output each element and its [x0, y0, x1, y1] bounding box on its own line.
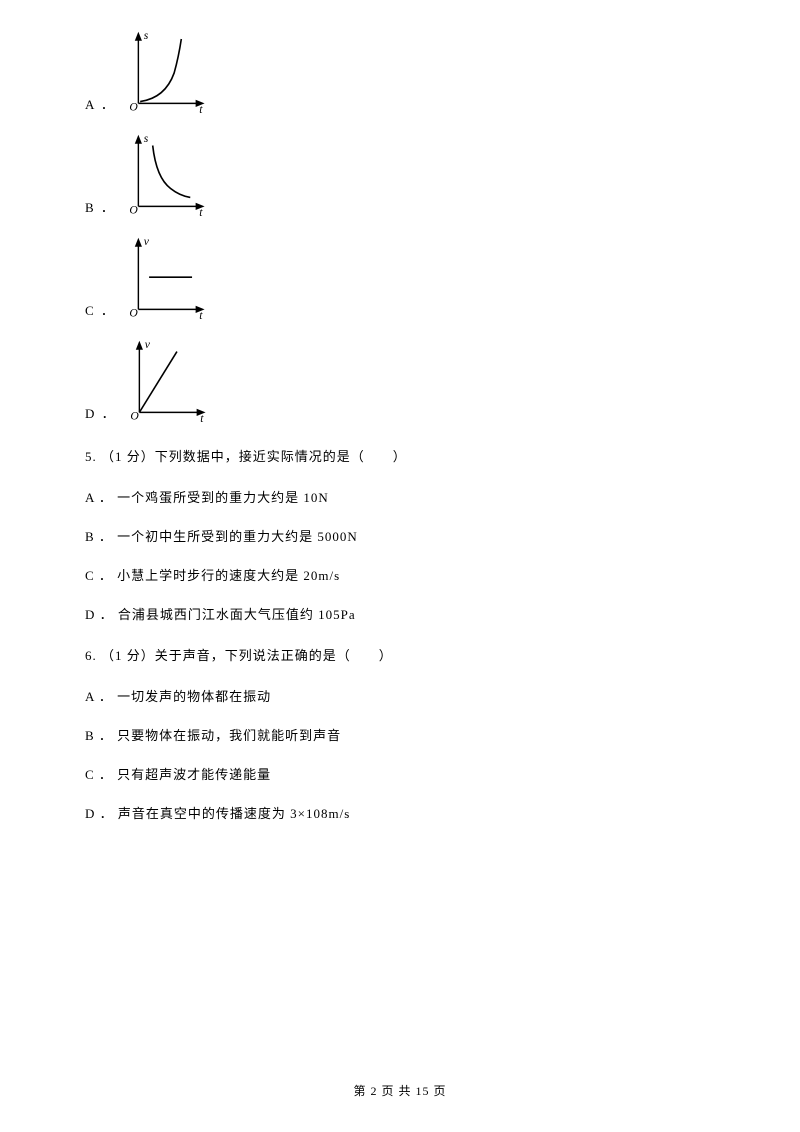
q6-option-d: D ． 声音在真空中的传播速度为 3×108m/s — [85, 803, 715, 822]
q6-option-b: B ． 只要物体在振动，我们就能听到声音 — [85, 725, 715, 744]
option-label: A ． — [85, 94, 116, 115]
graph-d-svg: O v t — [123, 339, 213, 424]
graph-option-d: D ． O v t — [85, 339, 715, 424]
q5-stem: 5. （1 分）下列数据中，接近实际情况的是（ ） — [85, 446, 715, 465]
q5-option-d: D ． 合浦县城西门江水面大气压值约 105Pa — [85, 604, 715, 623]
y-axis-label: v — [144, 339, 150, 351]
y-axis-label: s — [144, 133, 149, 145]
option-label: C ． — [85, 300, 116, 321]
page-footer: 第 2 页 共 15 页 — [0, 1082, 800, 1099]
q6-option-a: A ． 一切发声的物体都在振动 — [85, 686, 715, 705]
y-axis-label: v — [144, 236, 150, 248]
q5-option-a: A ． 一个鸡蛋所受到的重力大约是 10N — [85, 487, 715, 506]
q6-option-c: C ． 只有超声波才能传递能量 — [85, 764, 715, 783]
svg-text:O: O — [129, 101, 138, 114]
graph-option-b: B ． O s t — [85, 133, 715, 218]
q5-option-b: B ． 一个初中生所受到的重力大约是 5000N — [85, 526, 715, 545]
option-label: D ． — [85, 403, 117, 424]
graph-c-svg: O v t — [122, 236, 212, 321]
graph-option-a: A ． O s t — [85, 30, 715, 115]
y-axis-label: s — [144, 30, 149, 42]
q5-option-c: C ． 小慧上学时步行的速度大约是 20m/s — [85, 565, 715, 584]
graph-b-svg: O s t — [122, 133, 212, 218]
option-label: B ． — [85, 197, 116, 218]
svg-text:O: O — [129, 204, 138, 217]
graph-option-c: C ． O v t — [85, 236, 715, 321]
svg-text:O: O — [130, 410, 139, 423]
svg-text:O: O — [129, 307, 138, 320]
x-axis-label: t — [199, 103, 203, 115]
x-axis-label: t — [199, 309, 203, 321]
graph-a-svg: O s t — [122, 30, 212, 115]
x-axis-label: t — [200, 412, 204, 424]
q6-stem: 6. （1 分）关于声音，下列说法正确的是（ ） — [85, 645, 715, 664]
x-axis-label: t — [199, 206, 203, 218]
